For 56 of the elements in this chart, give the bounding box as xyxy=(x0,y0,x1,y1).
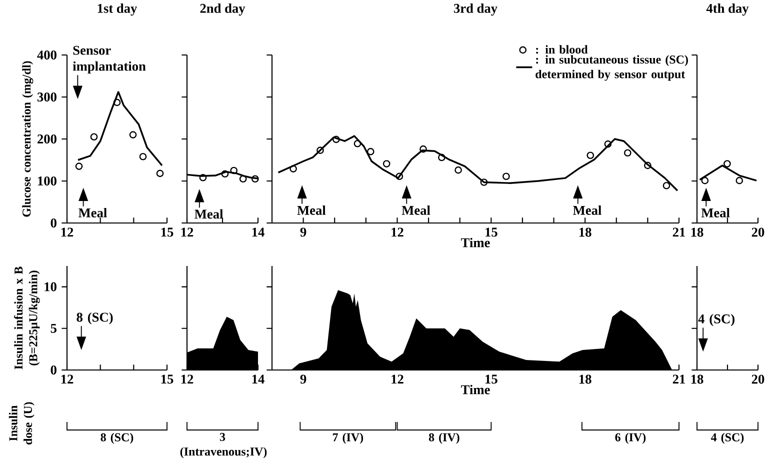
text: 7 (IV) xyxy=(332,432,364,444)
x-tick-label: 21 xyxy=(672,228,685,237)
annotation: Meal xyxy=(402,205,430,215)
text: 3 (Intravenous;IV) xyxy=(180,432,267,458)
y-tick-label: 10 xyxy=(44,282,56,292)
annotation: 4 (SC) xyxy=(698,314,734,326)
x-tick-label: 18 xyxy=(579,374,592,384)
y-tick-label: 0 xyxy=(50,365,56,374)
x-tick-label: 12 xyxy=(392,374,404,384)
text: 4 (SC) xyxy=(710,432,744,444)
x-tick-label: 12 xyxy=(181,228,194,237)
y-tick-label: 400 xyxy=(37,50,56,60)
x-tick-label: 12 xyxy=(392,228,404,237)
annotation: Meal xyxy=(78,208,107,218)
x-tick-label: 20 xyxy=(752,228,764,237)
x-tick-label: 15 xyxy=(161,374,174,384)
x-tick-label: 12 xyxy=(61,374,74,384)
x-tick-label: 18 xyxy=(691,374,704,384)
x-tick-label: 14 xyxy=(252,228,264,237)
annotation: Meal xyxy=(701,208,730,218)
text: 6 (IV) xyxy=(615,432,646,444)
x-tick-label: 15 xyxy=(486,228,498,237)
annotation: Sensor implantation xyxy=(72,46,146,74)
chart-title: 3rd day xyxy=(454,3,498,16)
y-axis-title: Insulin infusion x B (B=225µU/kg/min) xyxy=(14,266,40,370)
y-tick-label: 100 xyxy=(38,176,56,186)
annotation: 8 (SC) xyxy=(76,312,113,324)
x-axis-title: Time xyxy=(461,238,490,248)
annotation: Meal xyxy=(297,205,326,215)
x-tick-label: 15 xyxy=(486,374,498,384)
y-tick-label: 200 xyxy=(38,134,56,144)
x-tick-label: 12 xyxy=(61,228,74,237)
annotation: Meal xyxy=(194,209,224,219)
x-tick-label: 15 xyxy=(161,228,174,237)
x-tick-label: 14 xyxy=(252,374,264,384)
y-tick-label: 5 xyxy=(50,324,56,333)
chart-title: 4th day xyxy=(706,3,749,16)
x-tick-label: 18 xyxy=(579,228,592,237)
x-tick-label: 9 xyxy=(300,374,306,384)
text: 8 (IV) xyxy=(428,432,460,444)
x-tick-label: 12 xyxy=(181,374,194,384)
x-tick-label: 9 xyxy=(300,228,306,237)
chart-title: 1st day xyxy=(98,3,138,16)
legend-label: : in subcutaneous tissue (SC) determined by sensor output xyxy=(536,55,688,81)
x-tick-label: 18 xyxy=(691,228,704,237)
chart-title: 2nd day xyxy=(200,3,246,16)
x-tick-label: 21 xyxy=(672,374,685,384)
x-axis-title: Time xyxy=(461,384,490,394)
text: Insulin dose (U) xyxy=(8,402,34,444)
y-tick-label: 300 xyxy=(37,92,56,102)
legend-label: : in blood xyxy=(536,45,588,54)
text: 8 (SC) xyxy=(100,432,134,444)
annotation: Meal xyxy=(573,205,602,215)
y-axis-title: Glucose concentration (mg/dl) xyxy=(22,61,34,217)
y-tick-label: 0 xyxy=(50,218,56,228)
x-tick-label: 20 xyxy=(752,374,764,384)
